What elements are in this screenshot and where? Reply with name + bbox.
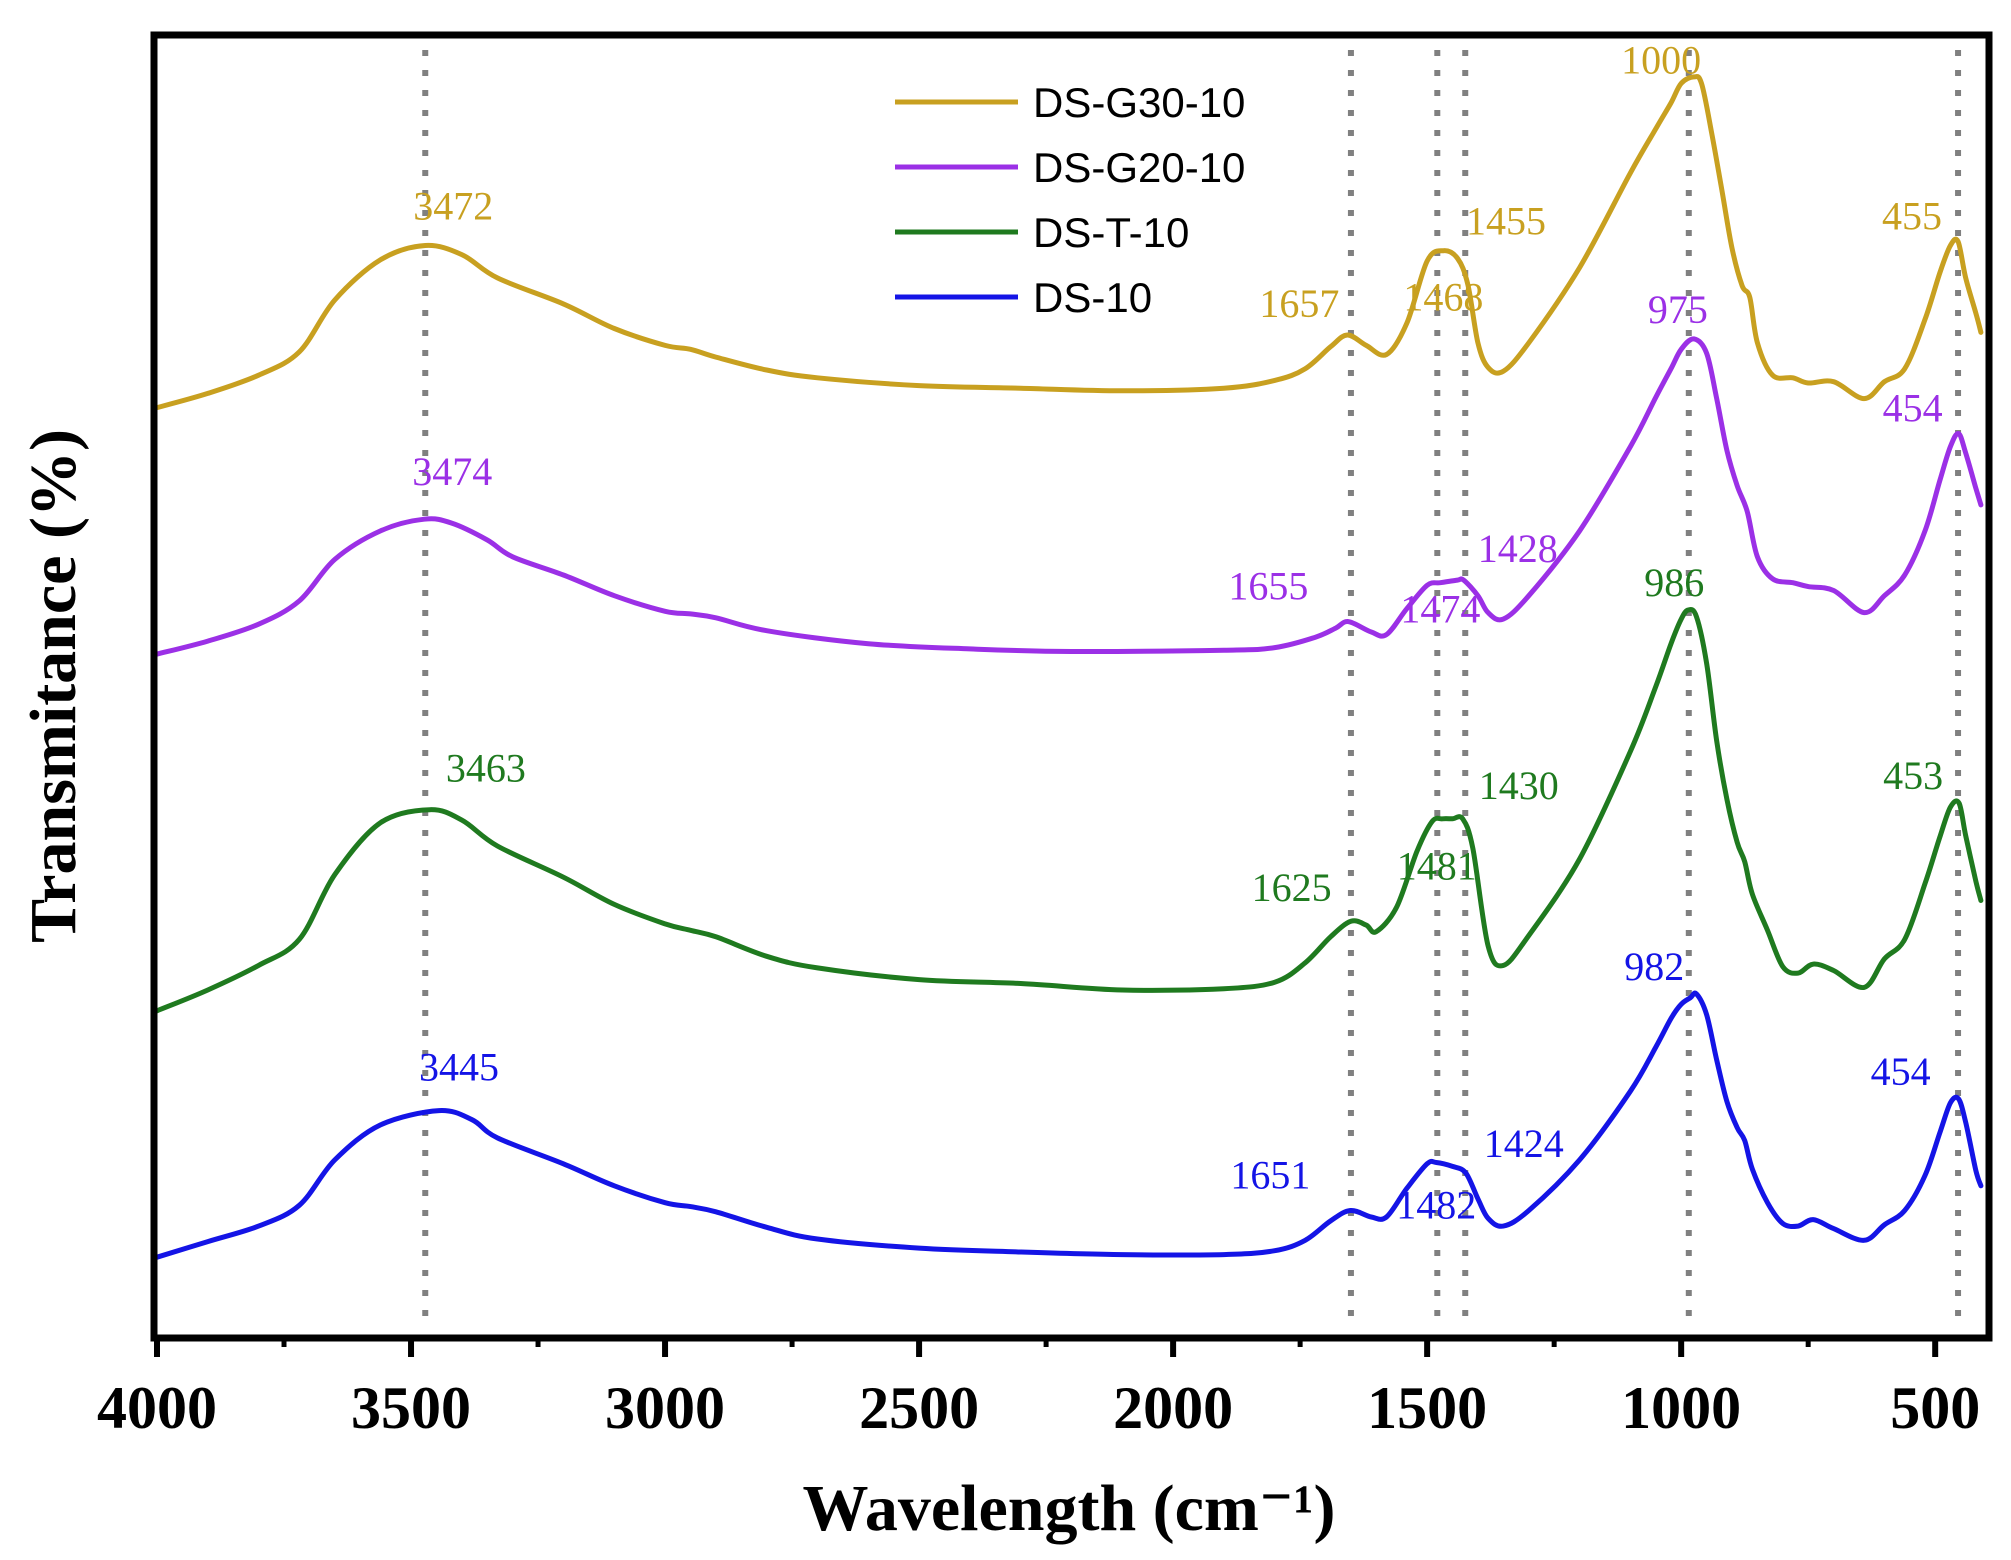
x-axis-title: Wavelength (cm⁻¹) — [802, 1472, 1335, 1545]
x-tick-label: 3000 — [605, 1375, 725, 1441]
peak-label: 1000 — [1621, 37, 1701, 82]
series-line-ds-t-10 — [154, 606, 1984, 1014]
x-tick-label: 4000 — [97, 1375, 217, 1441]
peak-label: 3445 — [419, 1045, 499, 1090]
peak-label: 1468 — [1403, 275, 1483, 320]
legend-label: DS-G20-10 — [1033, 144, 1245, 191]
x-tick-label: 2500 — [859, 1375, 979, 1441]
y-axis-title: Transmitance (%) — [17, 429, 90, 943]
peak-label: 454 — [1883, 386, 1943, 431]
series-layer — [154, 74, 1984, 1260]
x-tick-label: 1500 — [1367, 1375, 1487, 1441]
peak-label: 1482 — [1396, 1182, 1476, 1227]
peak-label: 1655 — [1228, 564, 1308, 609]
peak-label: 1455 — [1466, 199, 1546, 244]
peak-label: 1428 — [1478, 526, 1558, 571]
x-tick-label: 1000 — [1621, 1375, 1741, 1441]
peak-label: 454 — [1871, 1049, 1931, 1094]
peak-label: 453 — [1883, 753, 1943, 798]
peak-label: 455 — [1882, 194, 1942, 239]
x-axis-ticks: 4000 3500 3000 2500 2000 1500 1000 500 — [97, 1335, 1980, 1441]
peak-label: 3474 — [412, 449, 492, 494]
x-tick-label: 3500 — [351, 1375, 471, 1441]
peak-label: 1430 — [1479, 763, 1559, 808]
peak-label: 1474 — [1400, 587, 1480, 632]
peak-label: 1481 — [1397, 843, 1477, 888]
x-tick-label: 2000 — [1113, 1375, 1233, 1441]
legend-label: DS-T-10 — [1033, 209, 1189, 256]
legend-label: DS-10 — [1033, 274, 1152, 321]
series-line-ds-g20-10 — [154, 336, 1984, 657]
peak-label: 3472 — [413, 184, 493, 229]
series-line-ds-g30-10 — [154, 74, 1984, 411]
plot-frame — [150, 31, 1993, 1342]
peak-label: 975 — [1648, 287, 1708, 332]
peak-labels: 3472 1657 1468 1455 1000 455 3474 1655 1474 1428 9… — [412, 37, 1943, 1227]
peak-label: 1424 — [1484, 1121, 1564, 1166]
peak-label: 1657 — [1259, 281, 1339, 326]
peak-label: 982 — [1624, 944, 1684, 989]
x-tick-label: 500 — [1890, 1375, 1980, 1441]
peak-label: 1625 — [1252, 865, 1332, 910]
peak-label: 986 — [1644, 560, 1704, 605]
legend-label: DS-G30-10 — [1033, 79, 1245, 126]
legend: DS-G30-10 DS-G20-10 DS-T-10 DS-10 — [895, 79, 1245, 321]
peak-label: 3463 — [446, 746, 526, 791]
series-line-ds-10 — [154, 990, 1984, 1260]
peak-label: 1651 — [1230, 1152, 1310, 1197]
